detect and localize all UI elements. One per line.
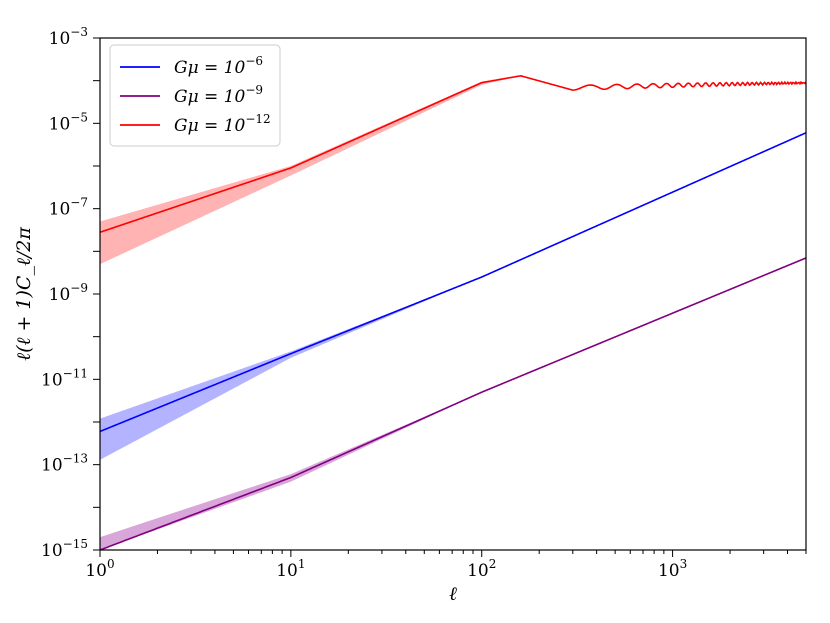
x-tick-base: 10 xyxy=(276,561,298,581)
y-axis-label: ℓ(ℓ + 1)C_ℓ/2π xyxy=(13,227,35,361)
legend-box xyxy=(109,44,281,147)
legend: Gμ = 10−6Gμ = 10−9Gμ = 10−12 xyxy=(109,44,281,147)
y-tick-exp: −7 xyxy=(70,196,88,210)
x-tick-label: 100 xyxy=(85,557,114,581)
x-tick-label: 101 xyxy=(276,557,305,581)
line-series-1 xyxy=(100,257,806,550)
x-tick-exp: 0 xyxy=(107,557,115,571)
y-tick-exp: −11 xyxy=(63,366,88,380)
x-tick-base: 10 xyxy=(467,561,489,581)
y-tick-base: 10 xyxy=(41,370,63,390)
legend-label: Gμ = 10 xyxy=(174,58,245,78)
line-series-2 xyxy=(100,75,806,234)
y-tick-label: 10−9 xyxy=(49,281,88,305)
x-axis-label: ℓ xyxy=(449,583,457,605)
y-tick-label: 10−15 xyxy=(41,537,88,561)
y-tick-label: 10−5 xyxy=(49,110,88,134)
y-tick-base: 10 xyxy=(41,541,63,561)
y-tick-exp: −15 xyxy=(63,537,88,551)
y-tick-exp: −13 xyxy=(63,452,88,466)
x-tick-exp: 2 xyxy=(489,557,497,571)
y-tick-label: 10−13 xyxy=(41,452,88,476)
y-tick-exp: −3 xyxy=(70,25,88,39)
band-series-1 xyxy=(100,257,806,550)
legend-exp: −12 xyxy=(245,112,270,126)
legend-entry: Gμ = 10−6 xyxy=(174,54,263,78)
x-tick-base: 10 xyxy=(85,561,107,581)
y-tick-base: 10 xyxy=(41,456,63,476)
y-tick-base: 10 xyxy=(49,285,71,305)
x-tick-exp: 3 xyxy=(680,557,688,571)
y-tick-base: 10 xyxy=(49,200,71,220)
x-tick-label: 102 xyxy=(467,557,496,581)
x-tick-label: 103 xyxy=(658,557,687,581)
y-tick-exp: −9 xyxy=(70,281,88,295)
y-tick-exp: −5 xyxy=(70,110,88,124)
line-series-0 xyxy=(100,132,806,433)
series-lines xyxy=(100,75,806,550)
legend-entry: Gμ = 10−12 xyxy=(174,112,271,136)
uncertainty-bands xyxy=(100,75,806,550)
legend-exp: −6 xyxy=(245,54,263,68)
legend-label: Gμ = 10 xyxy=(174,87,245,107)
x-tick-base: 10 xyxy=(658,561,680,581)
legend-label: Gμ = 10 xyxy=(174,116,245,136)
x-tick-exp: 1 xyxy=(298,557,306,571)
x-axis-ticks: 100 101 102 103 xyxy=(85,550,807,581)
legend-exp: −9 xyxy=(245,83,263,97)
legend-entry: Gμ = 10−9 xyxy=(174,83,263,107)
y-tick-base: 10 xyxy=(49,114,71,134)
y-tick-label: 10−7 xyxy=(49,196,88,220)
band-series-0 xyxy=(100,132,806,460)
y-tick-label: 10−3 xyxy=(49,25,88,49)
y-tick-base: 10 xyxy=(49,29,71,49)
y-tick-label: 10−11 xyxy=(41,366,88,390)
